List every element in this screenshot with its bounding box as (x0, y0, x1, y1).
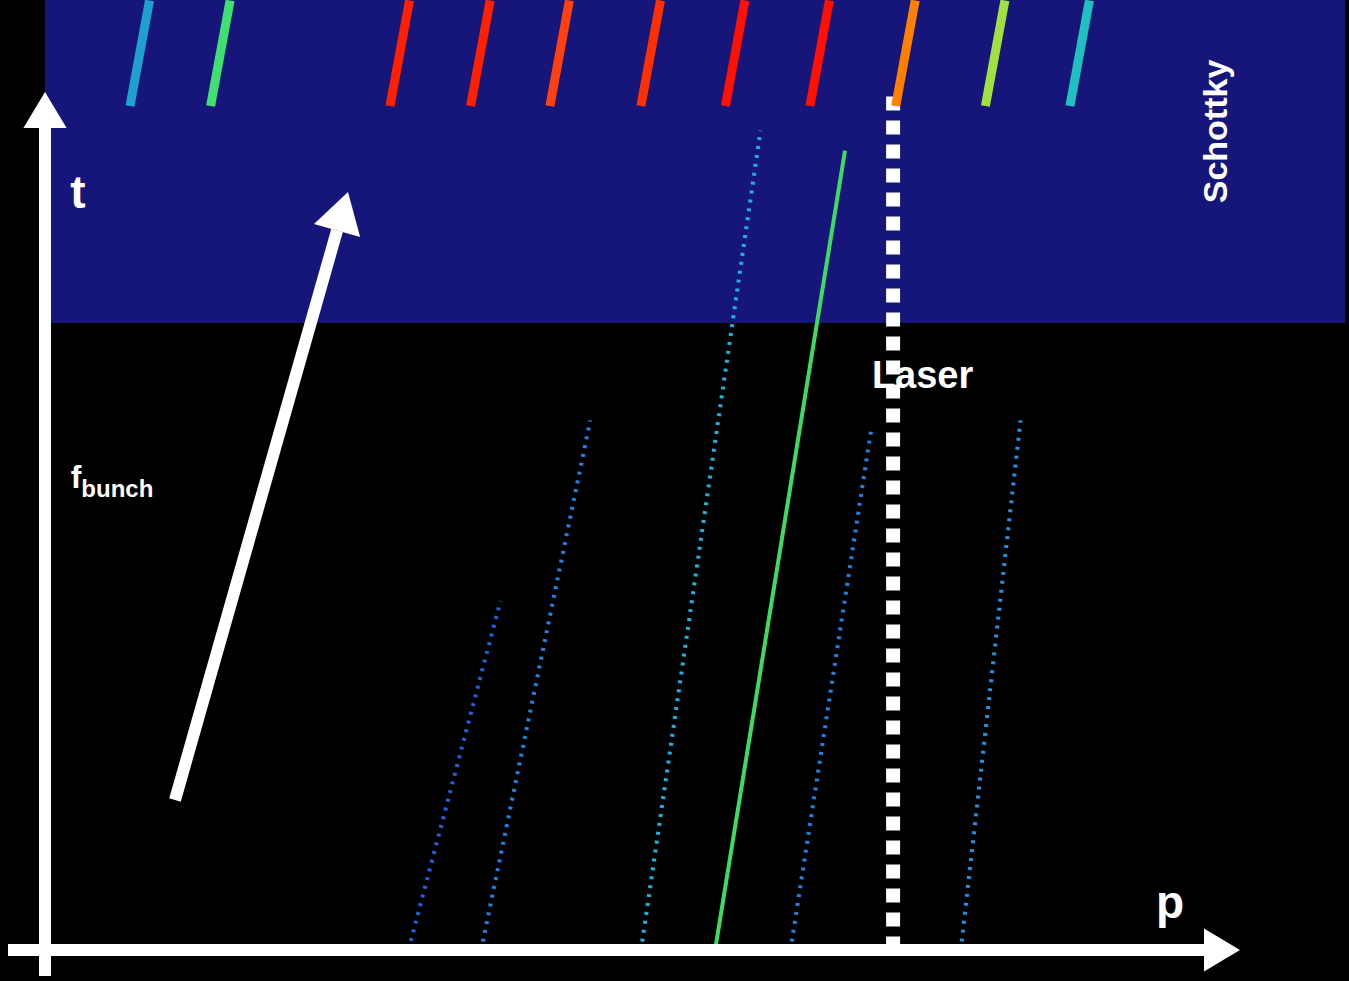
svg-text:t: t (70, 166, 85, 218)
svg-text:Schottky: Schottky (1196, 60, 1234, 204)
svg-text:p: p (1156, 876, 1184, 928)
svg-text:fbunch: fbunch (71, 459, 154, 502)
svg-text:Laser: Laser (872, 354, 974, 396)
